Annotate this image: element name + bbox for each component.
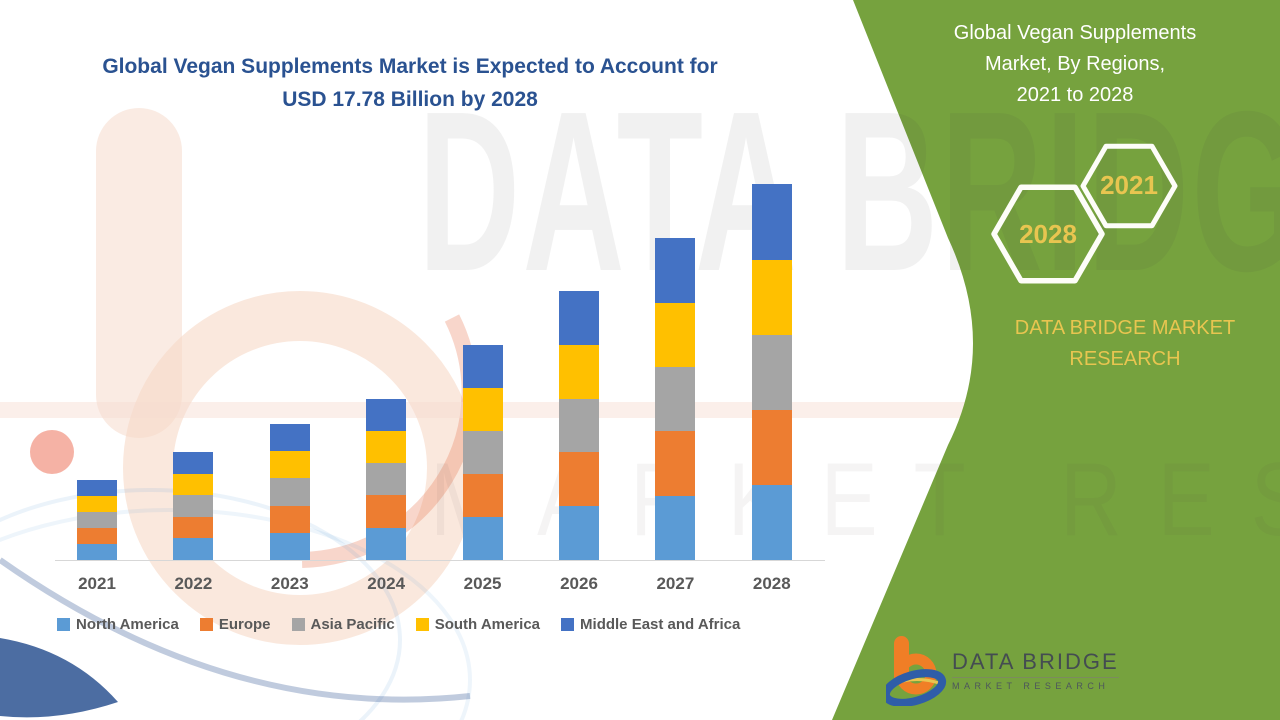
- panel-heading: Global Vegan Supplements Market, By Regi…: [930, 18, 1220, 111]
- footer-logo-tagline: MARKET RESEARCH: [952, 681, 1110, 691]
- legend-item: South America: [415, 616, 541, 633]
- legend-item: Middle East and Africa: [561, 616, 740, 633]
- chart-title: Global Vegan Supplements Market is Expec…: [55, 50, 765, 116]
- legend-item: Europe: [199, 616, 271, 633]
- legend-swatch-icon: [561, 618, 575, 631]
- bar-segment: [173, 452, 214, 474]
- bar-segment: [77, 479, 117, 496]
- legend-label: Middle East and Africa: [580, 616, 741, 633]
- x-axis-label: 2027: [656, 574, 695, 593]
- panel-heading-line3: 2021 to 2028: [1016, 84, 1134, 106]
- legend-label: South America: [434, 616, 541, 633]
- bar-segment: [269, 505, 310, 533]
- x-axis-label: 2028: [752, 574, 791, 593]
- hexagon-2021-label: 2021: [1100, 170, 1158, 200]
- bar-segment: [559, 344, 599, 399]
- bar-segment: [655, 366, 696, 432]
- bar-segment: [559, 452, 599, 507]
- bar-segment: [77, 527, 117, 544]
- bar-segment: [366, 527, 407, 560]
- stacked-bar-2027: [655, 238, 696, 560]
- bar-segment: [655, 495, 696, 560]
- footer-logo-name: DATA BRIDGE: [952, 649, 1119, 678]
- chart-title-line1: Global Vegan Supplements Market is Expec…: [102, 55, 718, 78]
- bar-segment: [751, 409, 792, 485]
- x-axis-label: 2026: [560, 574, 598, 593]
- panel-heading-line2: Market, By Regions,: [984, 53, 1166, 75]
- x-axis-label: 2024: [367, 574, 406, 593]
- bar-segment: [269, 478, 310, 506]
- bar-segment: [77, 511, 117, 528]
- bar-segment: [559, 506, 599, 560]
- legend-item: North America: [57, 616, 179, 633]
- bar-segment: [269, 423, 310, 452]
- bar-segment: [77, 495, 117, 512]
- bar-segment: [751, 259, 792, 335]
- bar-segment: [462, 430, 503, 474]
- chart-legend: North America Europe Asia Pacific South Ame…: [57, 616, 740, 633]
- bar-segment: [462, 387, 503, 431]
- x-axis-label: 2025: [463, 574, 502, 593]
- bar-segment: [559, 291, 599, 345]
- legend-swatch-icon: [291, 618, 305, 631]
- bar-segment: [366, 495, 407, 528]
- bar-segment: [462, 473, 503, 517]
- bar-segment: [173, 538, 214, 560]
- stacked-bar-2023: [269, 423, 310, 560]
- stacked-bar-2022: [173, 452, 214, 560]
- bar-segment: [269, 532, 310, 560]
- legend-swatch-icon: [57, 618, 70, 631]
- footer-logo-words: DATA BRIDGE MARKET RESEARCH: [952, 649, 1119, 691]
- panel-heading-line1: Global Vegan Supplements: [953, 22, 1197, 44]
- bar-segment: [751, 334, 792, 410]
- bar-segment: [462, 516, 503, 560]
- footer-logo: DATA BRIDGE MARKET RESEARCH: [886, 630, 1146, 710]
- legend-label: Asia Pacific: [310, 616, 395, 633]
- bar-segment: [173, 473, 214, 496]
- bar-segment: [173, 516, 214, 539]
- hexagon-2028-icon: [991, 184, 1105, 284]
- stacked-bar-2024: [366, 398, 407, 560]
- x-axis-label: 2021: [78, 574, 116, 593]
- databridge-b-logo-icon: [886, 636, 947, 706]
- bar-segment: [655, 431, 696, 496]
- stacked-bar-2026: [559, 291, 599, 560]
- x-axis-label: 2022: [174, 574, 213, 593]
- brand-text-line2: RESEARCH: [1069, 348, 1181, 370]
- hexagon-2028-label: 2028: [1019, 219, 1077, 249]
- bar-segment: [751, 184, 792, 260]
- legend-swatch-icon: [199, 618, 213, 631]
- bar-segment: [366, 398, 407, 431]
- hexagon-2021-icon: [1080, 143, 1178, 229]
- bar-segment: [366, 463, 407, 496]
- legend-label: North America: [76, 616, 179, 633]
- bar-segment: [462, 344, 503, 388]
- brand-text-line1: DATA BRIDGE MARKET: [1014, 317, 1236, 339]
- bar-segment: [655, 302, 696, 367]
- legend-swatch-icon: [415, 618, 429, 631]
- bar-segment: [173, 495, 214, 517]
- bar-segment: [751, 484, 792, 560]
- x-axis-label: 2023: [270, 574, 309, 593]
- x-axis-line: [55, 560, 825, 561]
- bar-segment: [366, 430, 407, 464]
- stacked-bar-2025: [462, 344, 503, 560]
- bar-segment: [559, 398, 599, 453]
- bar-segment: [77, 543, 117, 560]
- bar-segment: [269, 451, 310, 479]
- brand-text: DATA BRIDGE MARKET RESEARCH: [970, 313, 1280, 375]
- stacked-bar-2028: [751, 184, 792, 560]
- legend-label: Europe: [218, 616, 271, 633]
- legend-item: Asia Pacific: [291, 616, 395, 633]
- stacked-bar-2021: [77, 479, 117, 560]
- bar-segment: [655, 238, 696, 303]
- chart-title-line2: USD 17.78 Billion by 2028: [282, 88, 538, 111]
